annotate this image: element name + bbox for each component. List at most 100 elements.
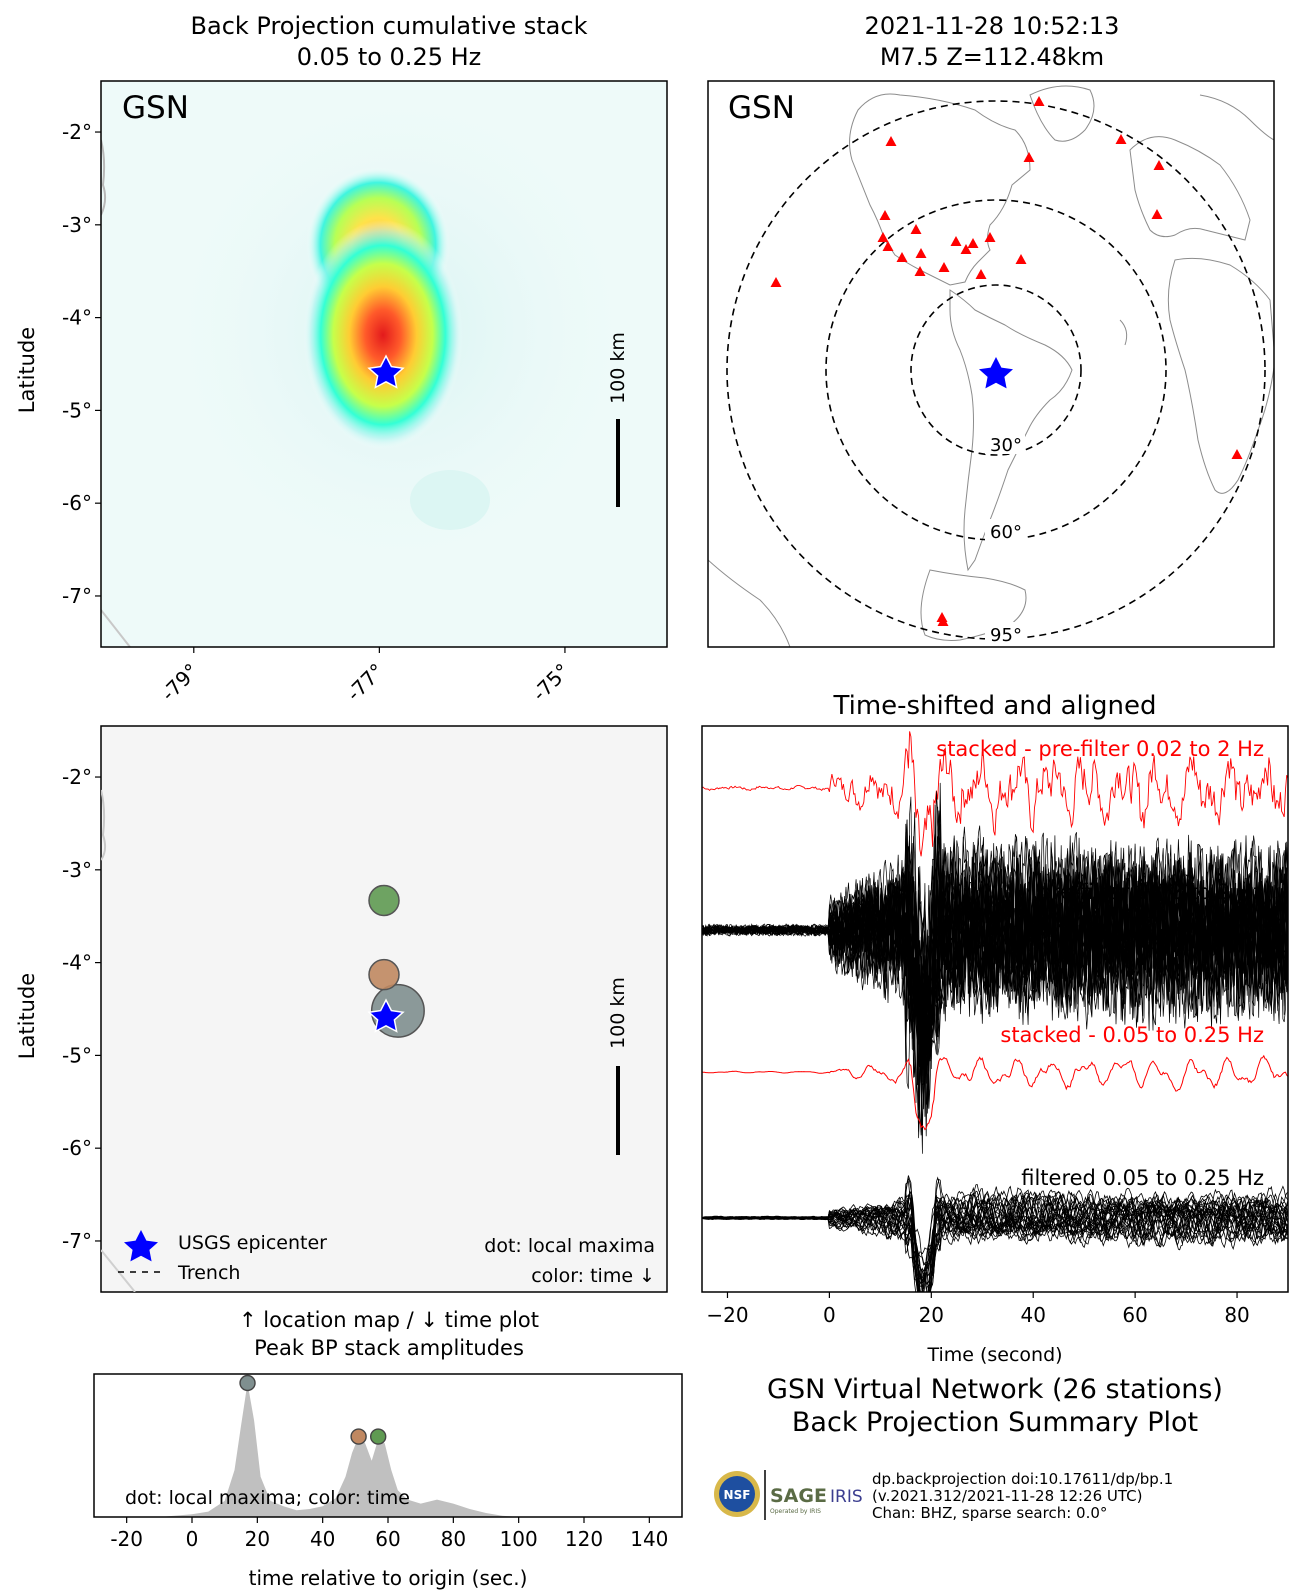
- coastline: [101, 1249, 136, 1292]
- nsf-logo-globe: [719, 1476, 755, 1512]
- station-triangle-icon: [1033, 96, 1045, 106]
- station-triangle-icon: [950, 236, 962, 246]
- peak-xlabel: time relative to origin (sec.): [249, 1566, 528, 1590]
- station-triangle-icon: [914, 266, 926, 276]
- panel-bp-stack: Back Projection cumulative stack 0.05 to…: [15, 12, 668, 706]
- peak-x-ticks: -20 0 20 40 60 80 100 120 140: [110, 1517, 668, 1551]
- footer-title-line2: Back Projection Summary Plot: [792, 1407, 1198, 1438]
- trace-prefilter: [702, 824, 1288, 1086]
- bp-network-label: GSN: [122, 90, 189, 126]
- x-tick-label: 60: [375, 1527, 400, 1551]
- x-tick-label: 80: [1224, 1303, 1249, 1327]
- x-tick-label: 140: [630, 1527, 668, 1551]
- y-tick-label: -3°: [62, 213, 92, 237]
- epicenter-star-icon: [367, 998, 405, 1033]
- x-tick-label: 60: [1122, 1303, 1147, 1327]
- station-triangle-icon: [896, 252, 908, 262]
- map-coastlines: [708, 85, 1274, 647]
- x-tick-label: 40: [310, 1527, 335, 1551]
- panel-station-map: 2021-11-28 10:52:13 M7.5 Z=112.48km 30° …: [707, 12, 1275, 648]
- trace3-label: stacked - 0.05 to 0.25 Hz: [1000, 1023, 1264, 1047]
- station-triangle-icon: [885, 136, 897, 146]
- maxima-scale-label: 100 km: [607, 977, 629, 1049]
- ring-label-60: 60°: [990, 522, 1022, 543]
- peak-maximum-dot: [370, 1428, 387, 1445]
- maxima-note-line1: dot: local maxima: [484, 1235, 655, 1257]
- station-triangle-icon: [915, 248, 927, 258]
- y-tick-label: -3°: [62, 858, 92, 882]
- ring-label-bg: [985, 519, 1025, 541]
- coastline: [101, 139, 107, 216]
- x-tick-label: 80: [441, 1527, 466, 1551]
- ring-label-bg: [985, 622, 1025, 644]
- trace4-label: filtered 0.05 to 0.25 Hz: [1021, 1166, 1264, 1190]
- epicenter-star-icon: [979, 357, 1013, 389]
- maxima-y-ticks: -2° -3° -4° -5° -6° -7°: [62, 765, 101, 1253]
- station-triangle-icon: [1115, 134, 1127, 144]
- peak-maxima-dots: [239, 1374, 387, 1445]
- station-triangle-icon: [882, 241, 894, 251]
- coastline: [101, 789, 107, 861]
- x-tick-label: -75°: [527, 659, 574, 706]
- coastline: [101, 609, 131, 647]
- wave-traces: [702, 731, 1288, 1292]
- x-tick-label: 0: [186, 1527, 199, 1551]
- station-triangle-icon: [937, 616, 949, 626]
- ring-30: [910, 284, 1082, 456]
- bp-blob-main: [303, 220, 463, 450]
- epicenter-star-icon: [367, 354, 405, 389]
- station-triangle-icon: [975, 269, 987, 279]
- y-tick-label: -7°: [62, 584, 92, 608]
- legend-trench-label: Trench: [177, 1262, 240, 1284]
- peak-amplitude-area: [94, 1383, 682, 1517]
- wave-x-ticks: −20 0 20 40 60 80: [706, 1292, 1250, 1327]
- station-triangle-icon: [770, 277, 782, 287]
- trace-filtered: [702, 1193, 1288, 1265]
- sage-logo-text: SAGE: [770, 1485, 827, 1507]
- trace-stacked-prefilter: [702, 731, 1288, 857]
- station-triangle-icon: [910, 224, 922, 234]
- maxima-caption-line1: ↑ location map / ↓ time plot: [239, 1308, 539, 1332]
- trace1-label: stacked - pre-filter 0.02 to 2 Hz: [936, 737, 1264, 761]
- bp-title-line1: Back Projection cumulative stack: [191, 12, 588, 40]
- y-tick-label: -2°: [62, 120, 92, 144]
- trace-prefilter: [702, 835, 1288, 1089]
- y-tick-label: -6°: [62, 491, 92, 515]
- map-network-label: GSN: [728, 90, 795, 126]
- ring-label-30: 30°: [990, 435, 1022, 456]
- bp-haze-spot: [410, 470, 490, 530]
- x-tick-label: 20: [919, 1303, 944, 1327]
- sage-logo-subtext: Operated by IRIS: [770, 1508, 821, 1515]
- trace-filtered: [702, 1192, 1288, 1283]
- bp-y-ticks: -2° -3° -4° -5° -6° -7°: [62, 120, 101, 608]
- bp-ylabel: Latitude: [15, 327, 39, 413]
- footer-title-line1: GSN Virtual Network (26 stations): [767, 1374, 1223, 1405]
- maxima-dot: [368, 958, 400, 991]
- x-tick-label: -79°: [156, 659, 203, 706]
- map-title-line2: M7.5 Z=112.48km: [880, 43, 1104, 71]
- x-tick-label: 120: [565, 1527, 603, 1551]
- x-tick-label: 100: [500, 1527, 538, 1551]
- maxima-dot: [368, 884, 400, 917]
- maxima-note-line2: color: time ↓: [531, 1265, 655, 1287]
- iris-logo-text: IRIS: [830, 1487, 863, 1507]
- x-tick-label: 40: [1020, 1303, 1045, 1327]
- y-tick-label: -2°: [62, 765, 92, 789]
- y-tick-label: -6°: [62, 1136, 92, 1160]
- legend-star-icon: [124, 1230, 158, 1262]
- panel-maxima-map: 100 km Latitude -2° -3° -4° -5° -6° -7° USGS …: [15, 725, 668, 1360]
- bp-x-ticks: -79° -77° -75°: [156, 647, 574, 706]
- wave-title: Time-shifted and aligned: [833, 691, 1157, 721]
- bp-heatmap: [101, 81, 650, 647]
- bp-title-line2: 0.05 to 0.25 Hz: [297, 43, 482, 71]
- station-triangle-icon: [960, 244, 972, 254]
- station-triangle-icon: [1023, 152, 1035, 162]
- nsf-logo-text: NSF: [724, 1488, 751, 1502]
- y-tick-label: -7°: [62, 1229, 92, 1253]
- y-tick-label: -5°: [62, 398, 92, 422]
- y-tick-label: -5°: [62, 1043, 92, 1067]
- map-frame: [707, 80, 1275, 648]
- bp-scale-label: 100 km: [607, 332, 629, 404]
- panel-peak-time: dot: local maxima; color: time -20 0 20 40 6…: [93, 1373, 683, 1590]
